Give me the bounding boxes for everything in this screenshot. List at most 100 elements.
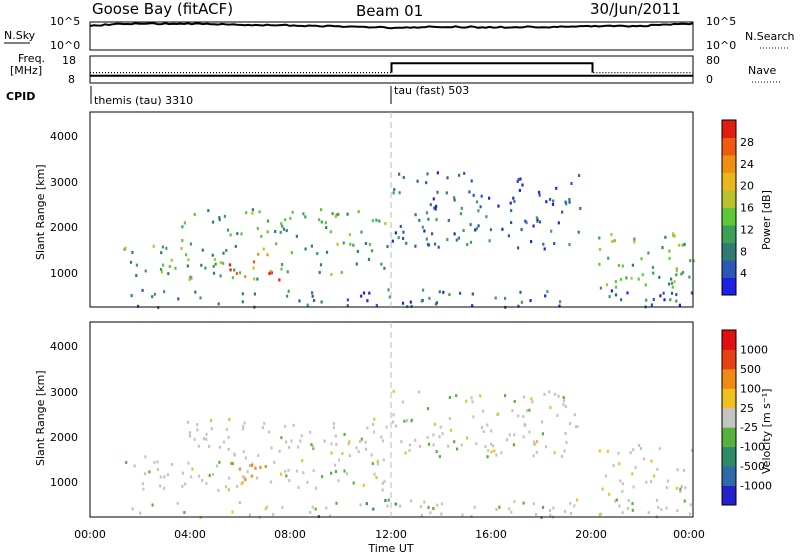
heat-cell	[628, 499, 630, 502]
colorbar-tick: 100	[740, 382, 761, 395]
heat-cell	[177, 297, 179, 300]
heat-cell	[160, 251, 162, 254]
heat-cell	[280, 268, 282, 271]
heat-cell	[539, 194, 541, 197]
heat-cell	[470, 241, 472, 244]
heat-cell	[254, 293, 256, 296]
heat-cell	[598, 237, 600, 240]
colorbar-tick: 20	[740, 180, 754, 193]
colorbar-tick: 500	[740, 363, 761, 376]
heat-cell	[627, 507, 629, 510]
heat-cell	[513, 500, 515, 503]
heat-cell	[280, 436, 282, 439]
heat-cell	[517, 180, 519, 183]
heat-cell	[523, 395, 525, 398]
heat-cell	[281, 263, 283, 266]
heat-cell	[174, 267, 176, 270]
heat-cell	[280, 231, 282, 234]
heat-cell	[154, 293, 156, 296]
colorbar-swatch	[722, 120, 736, 138]
heat-cell	[184, 483, 186, 486]
heat-cell	[661, 246, 663, 249]
heat-cell	[216, 464, 218, 467]
heat-cell	[288, 479, 290, 482]
heat-cell	[332, 212, 334, 215]
heat-cell	[205, 438, 207, 441]
colorbar-swatch	[722, 486, 736, 506]
heat-cell	[288, 290, 290, 293]
heat-cell	[545, 445, 547, 448]
noise-panel: N.Sky 10^5 10^0 10^5 10^0 N.Search	[4, 15, 795, 52]
heat-cell	[555, 187, 557, 190]
heat-cell	[449, 417, 451, 420]
heat-cell	[535, 513, 537, 516]
heat-cell	[218, 461, 220, 464]
heat-cell	[552, 203, 554, 206]
heat-cell	[481, 426, 483, 429]
heat-cell	[215, 263, 217, 266]
heat-cell	[598, 263, 600, 266]
heat-cell	[414, 245, 416, 248]
heat-cell	[368, 292, 370, 295]
heat-cell	[524, 424, 526, 427]
heat-cell	[236, 272, 238, 275]
heat-cell	[493, 449, 495, 452]
heat-cell	[615, 280, 617, 283]
heat-cell	[530, 397, 532, 400]
heat-cell	[548, 390, 550, 393]
heat-cell	[202, 249, 204, 252]
power-ylabel: Slant Range [km]	[34, 164, 47, 260]
heat-cell	[490, 443, 492, 446]
heat-cell	[249, 513, 251, 516]
heat-cell	[203, 437, 205, 440]
heat-cell	[475, 442, 477, 445]
heat-cell	[205, 433, 207, 436]
heat-cell	[124, 247, 126, 250]
heat-cell	[489, 239, 491, 242]
velocity-ytick-1000: 1000	[50, 476, 78, 489]
heat-cell	[570, 512, 572, 515]
heat-cell	[130, 261, 132, 264]
heat-cell	[380, 263, 382, 266]
heat-cell	[645, 283, 647, 286]
heat-cell	[405, 452, 407, 455]
heat-cell	[549, 406, 551, 409]
heat-cell	[439, 455, 441, 458]
heat-cell	[472, 415, 474, 418]
heat-cell	[495, 454, 497, 457]
heat-cell	[353, 482, 355, 485]
heat-cell	[565, 441, 567, 444]
heat-cell	[274, 230, 276, 233]
heat-cell	[263, 422, 265, 425]
heat-cell	[228, 418, 230, 421]
heat-cell	[690, 503, 692, 506]
heat-cell	[659, 294, 661, 297]
heat-cell	[543, 393, 545, 396]
heat-cell	[651, 303, 653, 306]
heat-cell	[247, 470, 249, 473]
power-colorbar-label: Power [dB]	[760, 190, 773, 250]
heat-cell	[668, 250, 670, 253]
heat-cell	[611, 289, 613, 292]
heat-cell	[643, 457, 645, 460]
heat-cell	[348, 440, 350, 443]
heat-cell	[243, 450, 245, 453]
heat-cell	[360, 231, 362, 234]
heat-cell	[356, 446, 358, 449]
heat-cell	[453, 440, 455, 443]
heat-cell	[638, 444, 640, 447]
heat-cell	[360, 503, 362, 506]
heat-cell	[658, 276, 660, 279]
heat-cell	[542, 243, 544, 246]
heat-cell	[622, 482, 624, 485]
heat-cell	[251, 464, 253, 467]
heat-cell	[165, 247, 167, 250]
velocity-ytick-4000: 4000	[50, 340, 78, 353]
heat-cell	[181, 239, 183, 242]
heat-cell	[549, 514, 551, 517]
heat-cell	[372, 462, 374, 465]
heat-cell	[189, 431, 191, 434]
colorbar-tick: -1000	[740, 480, 772, 493]
heat-cell	[242, 300, 244, 303]
heat-cell	[212, 254, 214, 257]
